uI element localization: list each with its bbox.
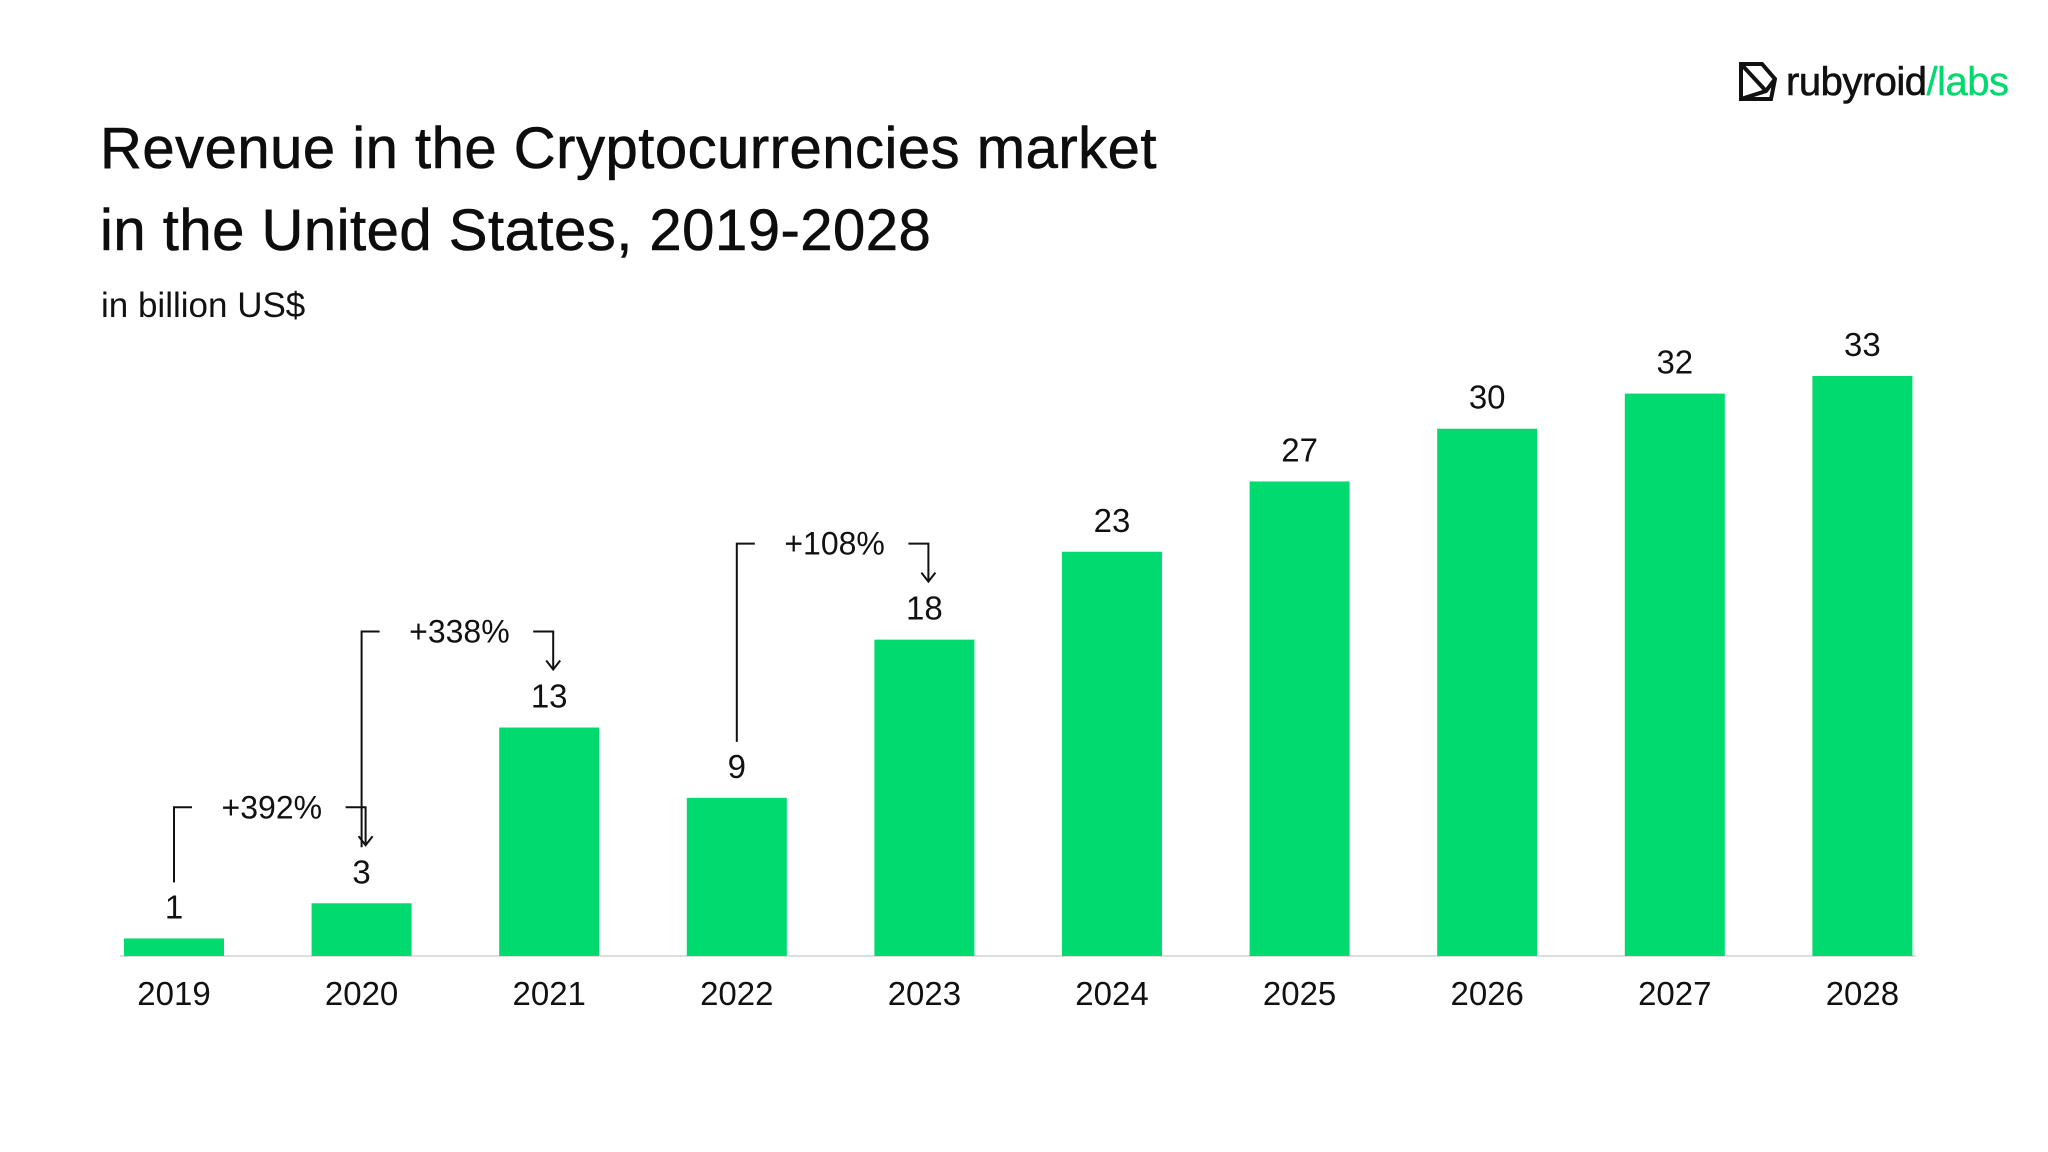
annotation-right-bracket xyxy=(908,542,930,582)
annotation-left-bracket xyxy=(735,542,755,742)
growth-annotation-2019-2020: +392% xyxy=(173,789,374,883)
chart-title: Revenue in the Cryptocurrencies market i… xyxy=(100,108,1157,272)
bar-2021 xyxy=(499,727,600,956)
growth-annotations-group: +392% +338% +108% xyxy=(173,526,937,883)
annotation-left-bracket xyxy=(360,630,380,848)
value-label-2020: 3 xyxy=(352,853,370,890)
value-label-2022: 9 xyxy=(728,748,746,785)
x-tick-label-2024: 2024 xyxy=(1075,975,1148,1012)
bar-2020 xyxy=(311,903,412,956)
annotation-label: +108% xyxy=(784,526,885,562)
arrow-down-icon xyxy=(920,572,937,584)
value-label-2024: 23 xyxy=(1094,502,1131,539)
value-label-2028: 33 xyxy=(1844,326,1881,363)
value-label-2019: 1 xyxy=(165,888,183,925)
growth-annotation-2022-2023: +108% xyxy=(735,526,937,742)
x-tick-label-2028: 2028 xyxy=(1826,975,1899,1012)
value-label-2021: 13 xyxy=(531,678,568,715)
x-tick-labels-group: 2019 2020 2021 2022 2023 2024 2025 2026 2027 2028 xyxy=(137,975,1899,1012)
value-label-2025: 27 xyxy=(1281,431,1318,468)
value-label-2023: 18 xyxy=(906,590,943,627)
value-label-2026: 30 xyxy=(1469,379,1506,416)
x-tick-label-2025: 2025 xyxy=(1263,975,1336,1012)
x-tick-label-2022: 2022 xyxy=(700,975,773,1012)
bar-2019 xyxy=(124,938,224,956)
chart-subtitle: in billion US$ xyxy=(101,286,306,325)
bar-2025 xyxy=(1249,481,1350,956)
annotation-right-bracket xyxy=(533,630,555,670)
bars-group xyxy=(124,376,1913,956)
chart-title-line-2: in the United States, 2019-2028 xyxy=(100,198,932,264)
bar-2023 xyxy=(874,639,975,956)
x-tick-label-2020: 2020 xyxy=(325,975,398,1012)
bar-2027 xyxy=(1624,393,1725,956)
annotation-left-bracket xyxy=(173,806,192,883)
annotation-right-bracket xyxy=(345,806,367,846)
x-tick-label-2021: 2021 xyxy=(512,975,585,1012)
growth-annotation-2020-2021: +338% xyxy=(360,614,561,848)
bar-2026 xyxy=(1437,428,1538,956)
value-label-2027: 32 xyxy=(1656,344,1693,381)
x-tick-label-2019: 2019 xyxy=(137,975,210,1012)
x-tick-label-2026: 2026 xyxy=(1450,975,1523,1012)
x-tick-label-2027: 2027 xyxy=(1638,975,1711,1012)
logo-word-rubyroid: rubyroid xyxy=(1786,59,1928,104)
annotation-label: +392% xyxy=(222,789,323,825)
annotation-label: +338% xyxy=(409,614,510,650)
arrow-down-icon xyxy=(545,659,561,672)
chart-title-line-1: Revenue in the Cryptocurrencies market xyxy=(100,116,1158,182)
logo-word-labs: /labs xyxy=(1926,59,2009,104)
ruby-gem-icon xyxy=(1739,62,1778,101)
rubyroid-labs-logo: rubyroid /labs xyxy=(1738,58,2009,106)
bar-2024 xyxy=(1062,551,1162,956)
bar-2028 xyxy=(1812,376,1913,956)
bar-2022 xyxy=(686,797,787,956)
x-tick-label-2023: 2023 xyxy=(888,975,961,1012)
